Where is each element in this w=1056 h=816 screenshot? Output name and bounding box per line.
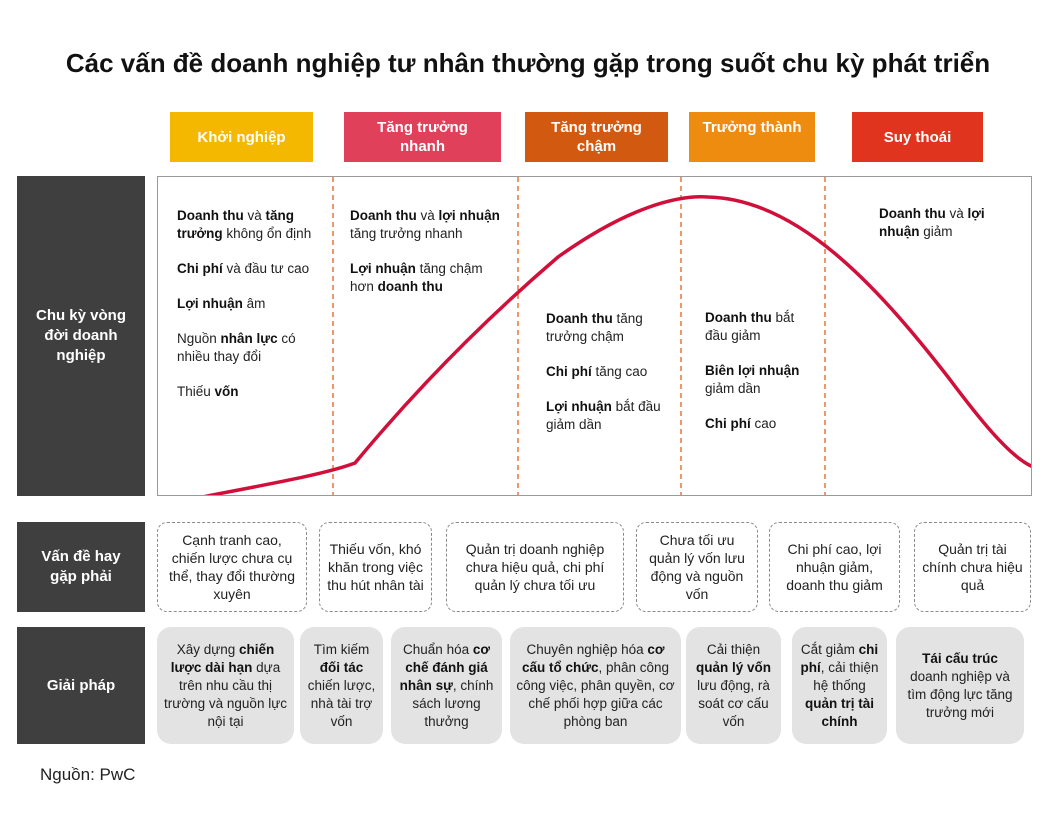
note-cost-high: Chi phí tăng cao <box>546 364 648 379</box>
lifecycle-svg <box>203 177 1031 495</box>
note-hr: Nguồn nhân lực có nhiều thay đổi <box>177 331 296 364</box>
notes-khoi-nghiep: Doanh thu và tăng trưởng không ổn định C… <box>177 207 317 418</box>
note-profit-decline: Lợi nhuận bắt đầu giảm dần <box>546 399 661 432</box>
solution-working-capital: Cải thiện quản lý vốn lưu động, rà soát … <box>686 627 781 744</box>
issue-khoi-nghiep: Cạnh tranh cao, chiến lược chưa cụ thể, … <box>157 522 307 612</box>
note-cost: Chi phí và đầu tư cao <box>177 261 310 276</box>
note-revenue-start-decline: Doanh thu bắt đầu giảm <box>705 310 795 343</box>
row-label-issues: Vấn đề hay gặp phải <box>17 522 145 612</box>
stage-truong-thanh: Trưởng thành <box>689 112 815 162</box>
issue-tang-truong-cham: Quản trị doanh nghiệp chưa hiệu quả, chi… <box>446 522 624 612</box>
stage-khoi-nghiep: Khởi nghiệp <box>170 112 313 162</box>
note-revenue-profit-decline: Doanh thu và lợi nhuận giảm <box>879 206 985 239</box>
note-capital: Thiếu vốn <box>177 384 239 399</box>
issue-suy-thoai-2: Quản trị tài chính chưa hiệu quả <box>914 522 1031 612</box>
solution-organization: Chuyên nghiệp hóa cơ cấu tổ chức, phân c… <box>510 627 681 744</box>
issue-truong-thanh: Chưa tối ưu quản lý vốn lưu động và nguồ… <box>636 522 758 612</box>
note-revenue-slow: Doanh thu tăng trưởng chậm <box>546 311 643 344</box>
solution-cost-cutting: Cắt giảm chi phí, cải thiện hệ thống quả… <box>792 627 887 744</box>
lifecycle-curve <box>203 195 1031 495</box>
note-profit-slower: Lợi nhuận tăng chậm hơn doanh thu <box>350 261 483 294</box>
note-profit: Lợi nhuận âm <box>177 296 266 311</box>
issue-suy-thoai-1: Chi phí cao, lợi nhuận giảm, doanh thu g… <box>769 522 900 612</box>
stage-tang-truong-nhanh: Tăng trưởng nhanh <box>344 112 501 162</box>
lifecycle-chart: Doanh thu và tăng trưởng không ổn định C… <box>157 176 1032 496</box>
note-margin: Biên lợi nhuận giảm dần <box>705 363 800 396</box>
notes-truong-thanh: Doanh thu bắt đầu giảm Biên lợi nhuận gi… <box>705 309 805 450</box>
row-label-solutions: Giải pháp <box>17 627 145 744</box>
source-note: Nguồn: PwC <box>40 765 136 784</box>
solution-strategy: Xây dựng chiến lược dài hạn dựa trên nhu… <box>157 627 294 744</box>
row-label-lifecycle: Chu kỳ vòng đời doanh nghiệp <box>17 176 145 496</box>
note-cost-high-mature: Chi phí cao <box>705 416 777 431</box>
stage-tang-truong-cham: Tăng trưởng chậm <box>525 112 668 162</box>
solution-restructuring: Tái cấu trúc doanh nghiệp và tìm động lự… <box>896 627 1024 744</box>
issue-tang-truong-nhanh: Thiếu vốn, khó khăn trong việc thu hút n… <box>319 522 432 612</box>
solution-partners: Tìm kiếm đối tác chiến lược, nhà tài trợ… <box>300 627 383 744</box>
notes-tang-truong-cham: Doanh thu tăng trưởng chậm Chi phí tăng … <box>546 310 671 451</box>
notes-suy-thoai: Doanh thu và lợi nhuận giảm <box>879 205 999 258</box>
stage-suy-thoai: Suy thoái <box>852 112 983 162</box>
note-revenue-growth: Doanh thu và tăng trưởng không ổn định <box>177 208 312 241</box>
notes-tang-truong-nhanh: Doanh thu và lợi nhuận tăng trưởng nhanh… <box>350 207 500 313</box>
page-title: Các vấn đề doanh nghiệp tư nhân thường g… <box>65 48 991 78</box>
note-revenue-profit: Doanh thu và lợi nhuận tăng trưởng nhanh <box>350 208 500 241</box>
solution-hr-evaluation: Chuẩn hóa cơ chế đánh giá nhân sự, chính… <box>391 627 502 744</box>
